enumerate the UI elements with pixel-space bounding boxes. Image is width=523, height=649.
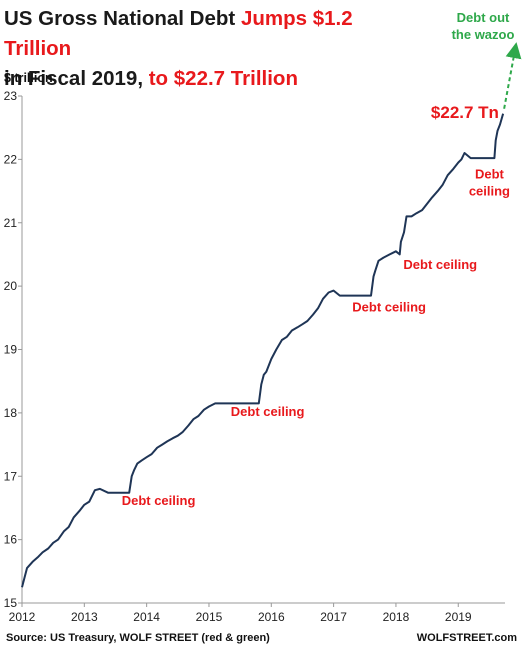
debt-series-line — [22, 114, 503, 588]
brand-label: WOLFSTREET.com — [417, 632, 517, 644]
annotation-label: Debt ceiling — [352, 299, 426, 314]
x-tick-label: 2018 — [383, 610, 410, 624]
x-tick-label: 2013 — [71, 610, 98, 624]
y-tick-label: 19 — [4, 343, 18, 357]
y-tick-label: 18 — [4, 406, 18, 420]
x-tick-label: 2012 — [9, 610, 36, 624]
annotation-label: Debt ceiling — [231, 404, 305, 419]
y-tick-label: 16 — [4, 533, 18, 547]
x-tick-label: 2014 — [133, 610, 160, 624]
series-layer — [22, 114, 503, 588]
annotation-label: $22.7 Tn — [431, 103, 499, 122]
y-axis-label: $ trillion — [4, 71, 53, 85]
axes: 15 16 17 18 19 20 21 22 23 2012 2013 2014 2015 2016 20… — [4, 89, 505, 624]
annotation-label: Debt out the wazoo — [452, 10, 515, 42]
annotation-label: Debt ceiling — [122, 493, 196, 508]
y-tick-label: 23 — [4, 89, 18, 103]
y-tick-label: 15 — [4, 596, 18, 610]
y-tick-label: 22 — [4, 152, 18, 166]
y-tick-label: 20 — [4, 279, 18, 293]
y-tick-label: 17 — [4, 469, 18, 483]
annotation-label: Debt ceiling — [403, 257, 477, 272]
wazoo-arrow — [504, 50, 515, 109]
source-note: Source: US Treasury, WOLF STREET (red & … — [6, 632, 270, 644]
x-tick-label: 2019 — [445, 610, 472, 624]
x-tick-label: 2015 — [196, 610, 223, 624]
annotation-label: Debt ceiling — [469, 166, 510, 198]
x-tick-label: 2017 — [320, 610, 347, 624]
x-tick-label: 2016 — [258, 610, 285, 624]
y-tick-label: 21 — [4, 216, 18, 230]
